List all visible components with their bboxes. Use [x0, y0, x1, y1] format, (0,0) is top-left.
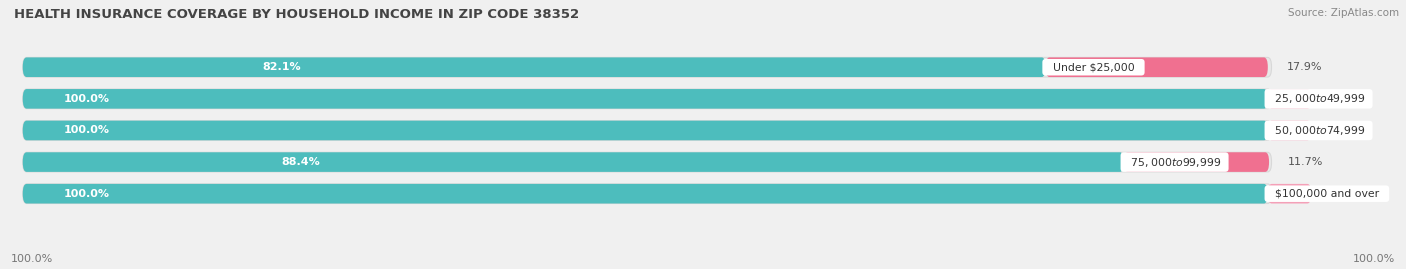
Text: 0.0%: 0.0% [1336, 94, 1364, 104]
FancyBboxPatch shape [22, 152, 1271, 172]
Text: 0.0%: 0.0% [1336, 125, 1364, 136]
Text: $50,000 to $74,999: $50,000 to $74,999 [1268, 124, 1369, 137]
Text: $100,000 and over: $100,000 and over [1268, 189, 1386, 199]
FancyBboxPatch shape [1268, 184, 1312, 204]
Text: 0.0%: 0.0% [1336, 189, 1364, 199]
Text: HEALTH INSURANCE COVERAGE BY HOUSEHOLD INCOME IN ZIP CODE 38352: HEALTH INSURANCE COVERAGE BY HOUSEHOLD I… [14, 8, 579, 21]
FancyBboxPatch shape [22, 184, 1271, 204]
Text: Source: ZipAtlas.com: Source: ZipAtlas.com [1288, 8, 1399, 18]
Text: 100.0%: 100.0% [63, 189, 110, 199]
FancyBboxPatch shape [22, 121, 1271, 140]
FancyBboxPatch shape [1046, 57, 1268, 77]
FancyBboxPatch shape [1123, 152, 1270, 172]
FancyBboxPatch shape [22, 89, 1268, 109]
FancyBboxPatch shape [22, 57, 1271, 77]
FancyBboxPatch shape [22, 57, 1046, 77]
Text: $75,000 to $99,999: $75,000 to $99,999 [1123, 155, 1225, 169]
Text: 17.9%: 17.9% [1286, 62, 1322, 72]
Text: 100.0%: 100.0% [63, 94, 110, 104]
FancyBboxPatch shape [1268, 121, 1312, 140]
FancyBboxPatch shape [1268, 89, 1312, 109]
Text: 82.1%: 82.1% [262, 62, 301, 72]
FancyBboxPatch shape [22, 152, 1123, 172]
Text: 100.0%: 100.0% [63, 125, 110, 136]
FancyBboxPatch shape [22, 184, 1268, 204]
Text: 100.0%: 100.0% [1353, 254, 1395, 264]
Text: 100.0%: 100.0% [11, 254, 53, 264]
Text: 11.7%: 11.7% [1288, 157, 1323, 167]
Text: $25,000 to $49,999: $25,000 to $49,999 [1268, 92, 1369, 105]
Text: Under $25,000: Under $25,000 [1046, 62, 1142, 72]
FancyBboxPatch shape [22, 89, 1271, 109]
FancyBboxPatch shape [22, 121, 1268, 140]
Text: 88.4%: 88.4% [281, 157, 321, 167]
